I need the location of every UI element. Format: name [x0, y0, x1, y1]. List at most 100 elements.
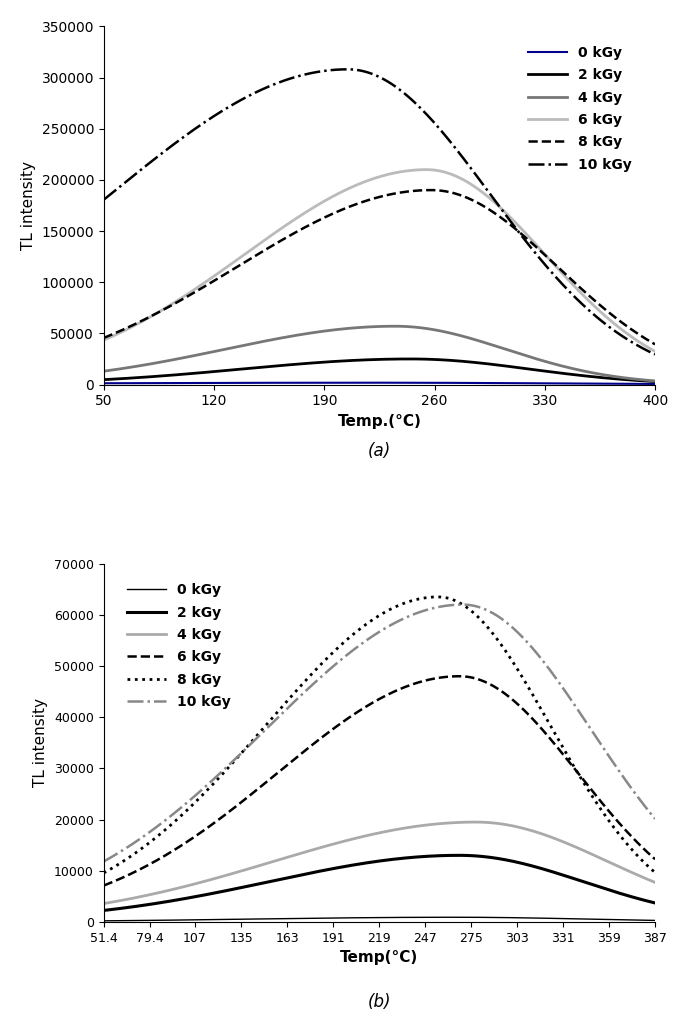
0 kGy — [322, 376, 331, 388]
2 kGy — [651, 897, 659, 909]
Line: 0 kGy: 0 kGy — [104, 382, 655, 384]
2 kGy — [530, 860, 538, 873]
8 kGy — [342, 634, 351, 647]
4 kGy — [391, 320, 399, 333]
Line: 8 kGy: 8 kGy — [104, 190, 655, 344]
Line: 6 kGy: 6 kGy — [104, 169, 655, 351]
10 kGy — [100, 855, 108, 868]
10 kGy — [479, 178, 487, 190]
8 kGy — [427, 184, 435, 196]
10 kGy — [342, 63, 351, 75]
10 kGy — [540, 656, 548, 668]
10 kGy — [530, 246, 538, 258]
2 kGy — [100, 904, 108, 916]
8 kGy — [322, 211, 331, 223]
6 kGy — [540, 247, 548, 259]
0 kGy — [540, 377, 548, 389]
8 kGy — [479, 616, 487, 628]
0 kGy — [530, 912, 538, 925]
8 kGy — [530, 239, 538, 251]
6 kGy — [530, 715, 538, 727]
2 kGy — [342, 859, 351, 872]
0 kGy — [530, 377, 538, 389]
Text: (a): (a) — [368, 442, 391, 460]
0 kGy — [156, 377, 164, 389]
6 kGy — [156, 852, 164, 865]
10 kGy — [344, 63, 352, 75]
Line: 6 kGy: 6 kGy — [104, 677, 655, 885]
8 kGy — [322, 653, 331, 665]
6 kGy — [479, 675, 487, 687]
6 kGy — [342, 183, 351, 195]
8 kGy — [156, 306, 164, 318]
6 kGy — [156, 305, 164, 317]
X-axis label: Temp.(°C): Temp.(°C) — [338, 414, 422, 429]
4 kGy — [479, 816, 487, 828]
6 kGy — [422, 163, 431, 176]
10 kGy — [651, 813, 659, 825]
10 kGy — [479, 602, 487, 615]
4 kGy — [100, 365, 108, 377]
4 kGy — [540, 355, 548, 368]
10 kGy — [651, 348, 659, 361]
Line: 8 kGy: 8 kGy — [104, 597, 655, 873]
2 kGy — [342, 354, 351, 367]
Line: 10 kGy: 10 kGy — [104, 69, 655, 354]
2 kGy — [479, 850, 487, 863]
4 kGy — [322, 324, 331, 337]
0 kGy — [479, 911, 487, 924]
4 kGy — [651, 876, 659, 888]
8 kGy — [100, 332, 108, 344]
2 kGy — [322, 864, 331, 876]
2 kGy — [479, 357, 487, 370]
0 kGy — [367, 376, 376, 388]
8 kGy — [479, 199, 487, 212]
4 kGy — [342, 835, 351, 847]
8 kGy — [651, 867, 659, 879]
0 kGy — [100, 377, 108, 389]
4 kGy — [322, 840, 331, 852]
6 kGy — [651, 345, 659, 357]
8 kGy — [651, 338, 659, 350]
10 kGy — [540, 257, 548, 270]
6 kGy — [322, 193, 331, 206]
2 kGy — [651, 375, 659, 387]
6 kGy — [342, 713, 351, 725]
2 kGy — [156, 370, 164, 382]
6 kGy — [455, 670, 464, 683]
4 kGy — [651, 375, 659, 387]
4 kGy — [156, 886, 164, 899]
2 kGy — [540, 864, 548, 876]
4 kGy — [156, 356, 164, 369]
Legend: 0 kGy, 2 kGy, 4 kGy, 6 kGy, 8 kGy, 10 kGy: 0 kGy, 2 kGy, 4 kGy, 6 kGy, 8 kGy, 10 kG… — [522, 40, 637, 178]
2 kGy — [407, 352, 415, 365]
0 kGy — [651, 378, 659, 390]
8 kGy — [540, 248, 548, 260]
2 kGy — [540, 365, 548, 377]
10 kGy — [322, 665, 331, 678]
6 kGy — [479, 186, 487, 198]
0 kGy — [479, 377, 487, 389]
0 kGy — [322, 912, 331, 925]
10 kGy — [100, 193, 108, 206]
8 kGy — [342, 201, 351, 214]
0 kGy — [342, 912, 351, 925]
Line: 2 kGy: 2 kGy — [104, 855, 655, 910]
0 kGy — [540, 912, 548, 925]
0 kGy — [156, 914, 164, 927]
4 kGy — [540, 828, 548, 841]
10 kGy — [156, 149, 164, 161]
6 kGy — [100, 879, 108, 891]
Line: 0 kGy: 0 kGy — [104, 917, 655, 920]
2 kGy — [156, 897, 164, 909]
Y-axis label: TL intensity: TL intensity — [34, 698, 48, 787]
4 kGy — [342, 322, 351, 335]
10 kGy — [530, 644, 538, 656]
10 kGy — [342, 649, 351, 661]
6 kGy — [651, 853, 659, 866]
4 kGy — [100, 898, 108, 910]
2 kGy — [322, 355, 331, 368]
Legend: 0 kGy, 2 kGy, 4 kGy, 6 kGy, 8 kGy, 10 kGy: 0 kGy, 2 kGy, 4 kGy, 6 kGy, 8 kGy, 10 kG… — [122, 577, 236, 715]
10 kGy — [322, 64, 331, 76]
X-axis label: Temp(°C): Temp(°C) — [340, 950, 418, 965]
